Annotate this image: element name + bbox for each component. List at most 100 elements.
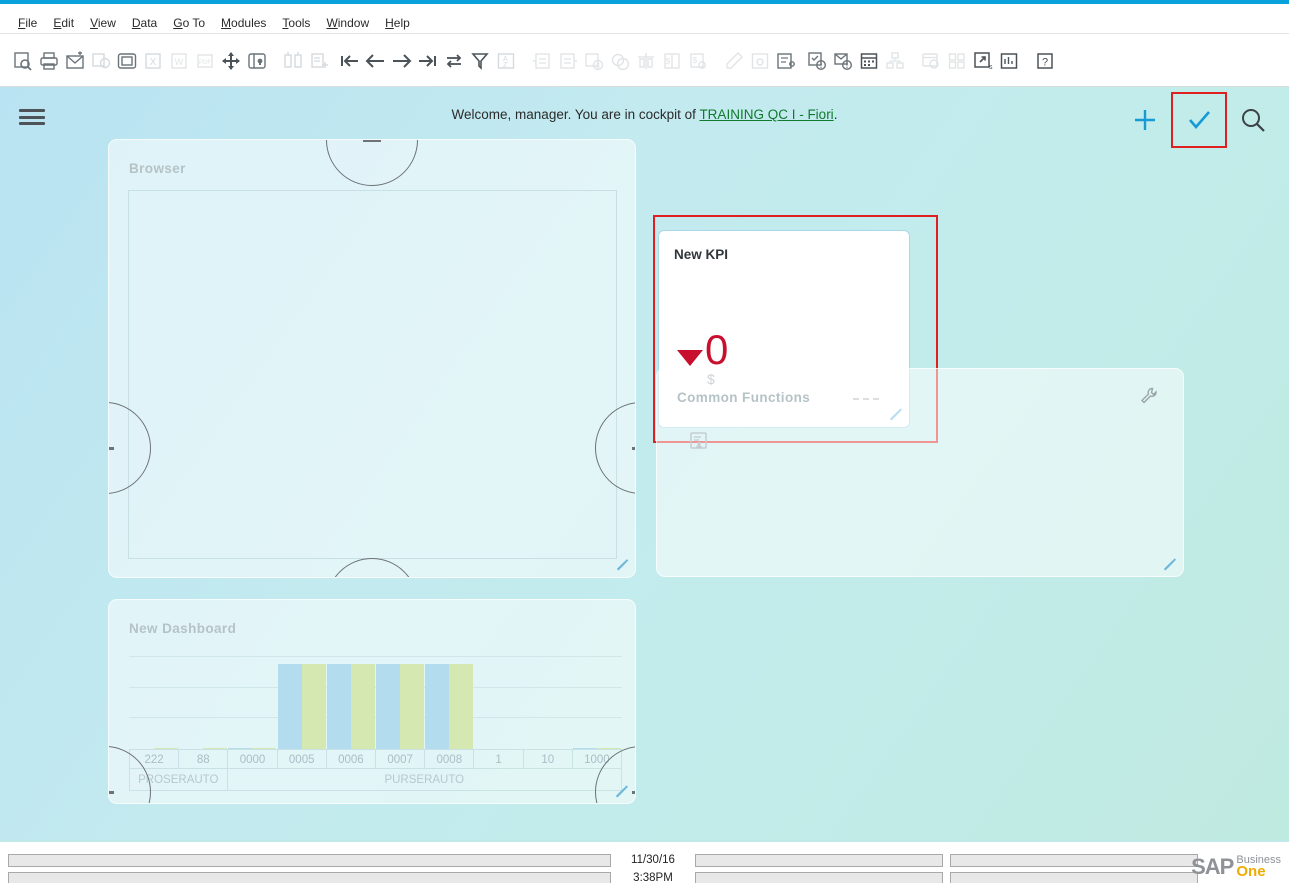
search-icon (1242, 109, 1265, 132)
add-widget-button[interactable] (1119, 94, 1171, 146)
bar-group (178, 656, 227, 749)
bar-group (277, 656, 326, 749)
menu-item-window[interactable]: Window (326, 15, 370, 30)
lock-screen-icon[interactable] (244, 46, 270, 76)
x-axis-label: 1 (474, 750, 524, 768)
browser-expand-bottom-button[interactable] (326, 558, 418, 577)
find-icon[interactable] (10, 46, 36, 76)
x-axis-label: 0000 (228, 750, 278, 768)
kpi-title: New KPI (674, 247, 729, 262)
svg-text:$: $ (666, 57, 671, 66)
user-defined-fields-icon[interactable] (773, 46, 799, 76)
messages-alerts-icon[interactable] (804, 46, 830, 76)
gridline (129, 717, 622, 719)
menu-item-file[interactable]: File (18, 15, 38, 30)
export-to-excel-icon: X (140, 46, 166, 76)
cockpit-canvas: Welcome, manager. You are in cockpit of … (0, 87, 1289, 840)
currency-icon (607, 46, 633, 76)
hamburger-menu-icon[interactable] (19, 106, 45, 128)
dashboard-chart: 222 88 0000 0005 0006 0007 0008 1 10 1000 PROSERA… (129, 648, 623, 791)
status-bar: 11/30/16 3:38PM SAP Business One (0, 840, 1289, 883)
calendar-icon[interactable] (856, 46, 882, 76)
sap-business-one-logo: SAP Business One (1191, 854, 1281, 880)
title-bar (0, 0, 1289, 12)
drag-move-icon[interactable] (218, 46, 244, 76)
browser-collapse-top-button[interactable] (326, 140, 418, 186)
bar (400, 664, 425, 749)
inbox-icon[interactable] (830, 46, 856, 76)
first-record-icon[interactable] (337, 46, 363, 76)
report-icon[interactable] (996, 46, 1022, 76)
browser-resize-handle[interactable] (613, 555, 631, 573)
refresh-icon[interactable] (441, 46, 467, 76)
x-axis-label: 10 (524, 750, 573, 768)
svg-text:s: s (989, 64, 993, 71)
browser-widget[interactable]: Browser (108, 139, 636, 578)
search-button[interactable] (1227, 94, 1279, 146)
confirm-button[interactable] (1171, 92, 1227, 148)
help-icon[interactable]: ? (1032, 46, 1058, 76)
menu-item-tools[interactable]: Tools (282, 15, 311, 30)
browser-icon (918, 46, 944, 76)
svg-text:$: $ (596, 63, 600, 70)
sap-product-line-1: Business (1236, 854, 1281, 866)
status-field-6[interactable] (950, 872, 1198, 883)
svg-text:A: A (503, 56, 508, 63)
menu-item-view[interactable]: View (90, 15, 116, 30)
common-functions-resize-handle[interactable] (1161, 554, 1179, 572)
next-record-icon[interactable] (389, 46, 415, 76)
previous-level-icon (529, 46, 555, 76)
bar (228, 748, 253, 749)
bar-group (573, 656, 622, 749)
sap-product: Business One (1236, 854, 1281, 880)
add-record-icon (306, 46, 332, 76)
cockpit-icon (944, 46, 970, 76)
chart-group-axis: PROSERAUTO PURSERAUTO (129, 769, 622, 791)
bar (350, 664, 375, 749)
bar (277, 664, 302, 749)
bar (252, 748, 277, 749)
x-axis-label: 88 (179, 750, 229, 768)
bar (449, 664, 474, 749)
print-preview-icon[interactable] (62, 46, 88, 76)
menu-item-edit[interactable]: Edit (53, 15, 75, 30)
status-field-3[interactable] (695, 854, 943, 867)
bar-group (326, 656, 375, 749)
bar-group (375, 656, 425, 749)
bar-group (425, 656, 474, 749)
business-partner-icon[interactable] (689, 431, 709, 456)
x-axis-label: 0007 (376, 750, 426, 768)
layout-designer-icon[interactable] (114, 46, 140, 76)
bar-group (523, 656, 572, 749)
x-axis-label: 0008 (425, 750, 475, 768)
title-accent-stripe (0, 0, 1289, 4)
launch-icon[interactable]: s (970, 46, 996, 76)
status-field-2[interactable] (8, 872, 611, 883)
print-icon[interactable] (36, 46, 62, 76)
menu-item-help[interactable]: Help (385, 15, 410, 30)
status-field-4[interactable] (695, 872, 943, 883)
wrench-icon[interactable] (1140, 387, 1158, 410)
previous-record-icon[interactable] (363, 46, 389, 76)
welcome-prefix: Welcome, manager. You are in cockpit of (451, 107, 700, 122)
menu-item-go-to[interactable]: Go To (173, 15, 206, 30)
bar (202, 748, 227, 749)
menu-item-modules[interactable]: Modules (221, 15, 267, 30)
menu-item-data[interactable]: Data (131, 15, 158, 30)
common-functions-widget[interactable]: Common Functions (656, 368, 1184, 577)
sap-brand: SAP (1191, 854, 1234, 879)
export-to-word-icon: W (166, 46, 192, 76)
svg-text:W: W (175, 57, 184, 67)
dashboard-resize-handle[interactable] (613, 781, 631, 799)
cockpit-link[interactable]: TRAINING QC I - Fiori (699, 107, 834, 122)
trend-down-icon (677, 350, 703, 366)
org-chart-icon (882, 46, 908, 76)
dashboard-widget[interactable]: New Dashboard 222 88 0000 0005 0006 0007 0008 1… (108, 599, 636, 804)
form-settings-icon (747, 46, 773, 76)
filter-icon[interactable] (467, 46, 493, 76)
status-field-1[interactable] (8, 854, 611, 867)
last-record-icon[interactable] (415, 46, 441, 76)
plus-icon (1135, 110, 1155, 130)
status-field-5[interactable] (950, 854, 1198, 867)
bar (425, 664, 450, 749)
